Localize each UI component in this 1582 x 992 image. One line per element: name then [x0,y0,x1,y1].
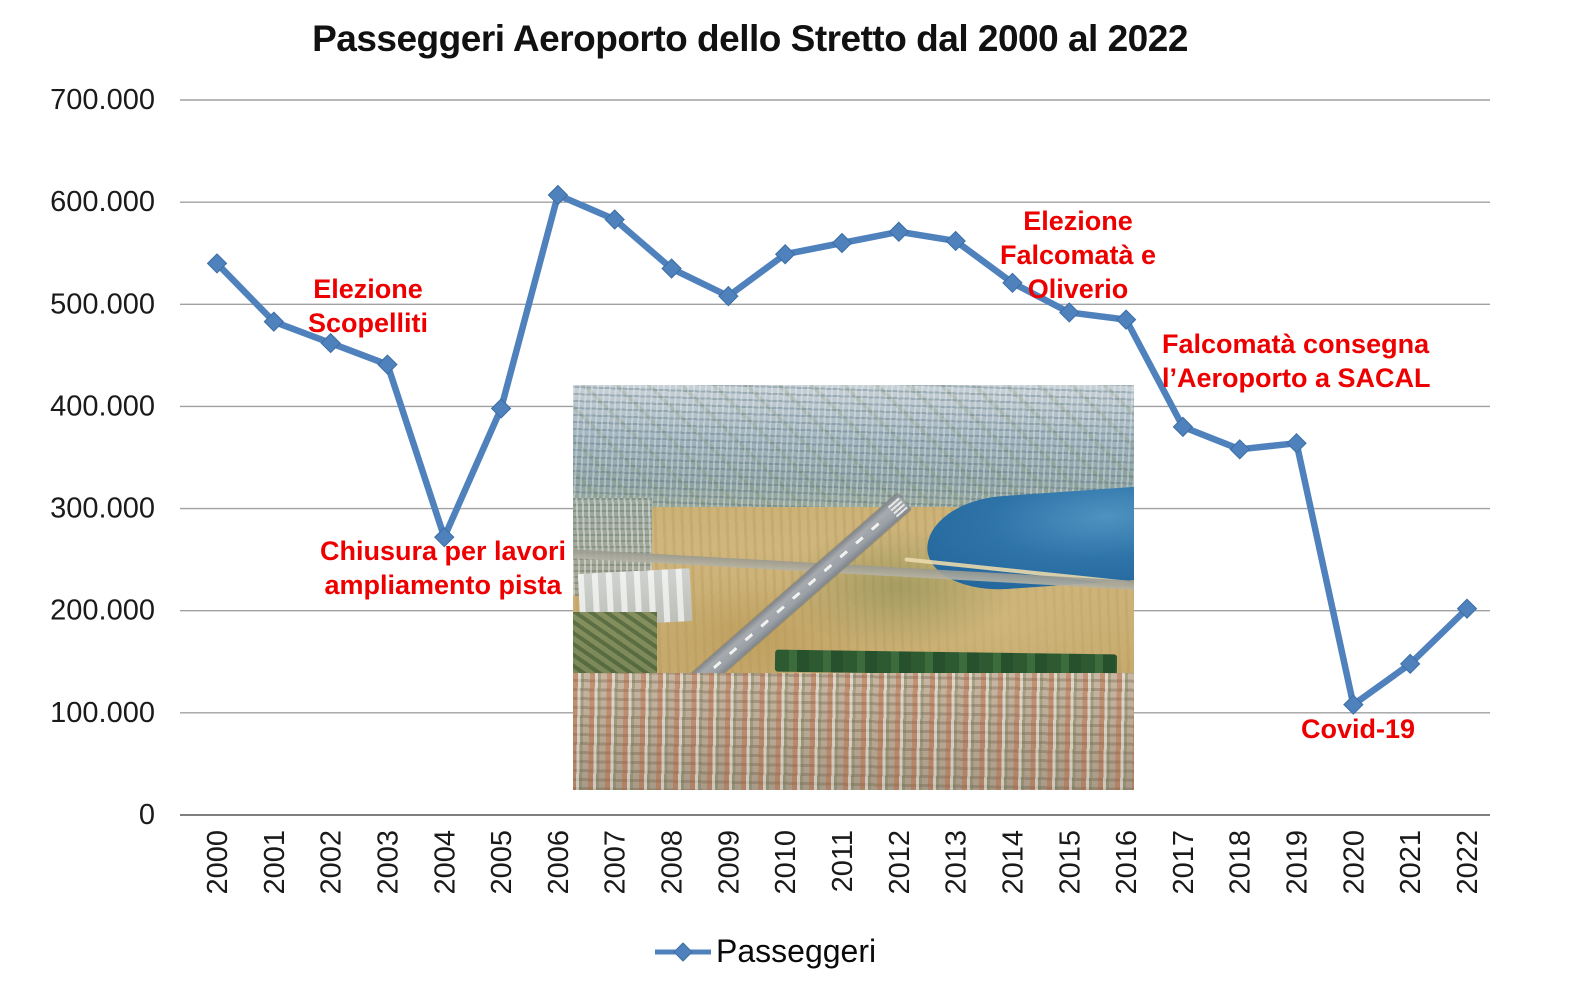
x-tick-label: 2021 [1395,830,1427,895]
annotation-line: ampliamento pista [324,570,562,600]
x-tick-label: 2018 [1225,830,1257,895]
annotation-line: l’Aeroporto a SACAL [1162,363,1431,393]
legend-line-diamond-icon [655,941,711,962]
y-axis-labels-group: 700.000 600.000 500.000 400.000 300.000 200.0… [50,84,155,831]
x-tick-label: 2016 [1111,830,1143,895]
y-tick-label: 0 [139,799,155,831]
annotation-elezione-scopelliti: Elezione Scopelliti [238,272,498,340]
x-tick-label: 2007 [600,830,632,895]
x-tick-label: 2011 [827,830,859,892]
data-point-2007 [604,209,625,230]
x-tick-label: 2010 [770,830,802,895]
photo-dense-city [573,672,1134,790]
x-tick-label: 2017 [1168,830,1200,895]
data-point-2020 [1343,694,1364,715]
data-point-2018 [1229,439,1250,460]
annotation-line: Scopelliti [307,308,429,338]
x-tick-label: 2001 [259,830,291,895]
annotation-line: Elezione [313,274,423,304]
data-point-2001 [263,311,285,332]
x-tick-label: 2015 [1054,830,1086,895]
data-point-2004 [434,526,455,548]
x-tick-label: 2009 [713,830,745,895]
annotation-line: Chiusura per lavori [319,536,567,566]
data-point-2021 [1399,653,1421,675]
annotation-chiusura-lavori: Chiusura per lavori ampliamento pista [293,534,593,602]
x-tick-label: 2019 [1282,830,1314,895]
data-point-2002 [320,332,341,354]
x-tick-label: 2005 [486,830,518,895]
data-point-2015 [1059,302,1080,323]
data-point-2000 [206,253,228,274]
series-group [206,184,1478,715]
y-tick-label: 200.000 [50,595,155,627]
x-tick-label: 2000 [202,830,234,895]
y-tick-label: 400.000 [50,390,155,422]
y-tick-label: 600.000 [50,186,155,218]
annotation-elezione-falcomata-oliverio: Elezione Falcomatà e Oliverio [958,204,1198,306]
data-point-2019 [1286,432,1307,454]
data-point-2012 [888,221,910,242]
annotation-falcomata-sacal: Falcomatà consegna l’Aeroporto a SACAL [1162,327,1492,395]
data-point-2022 [1456,598,1478,619]
x-tick-label: 2008 [657,830,689,895]
y-tick-label: 100.000 [50,697,155,729]
data-point-2014 [1002,272,1023,294]
data-point-2013 [945,230,966,252]
data-point-2017 [1172,416,1194,438]
photo-hillside-city [573,385,1134,507]
y-tick-label: 700.000 [50,84,155,116]
data-point-2003 [377,354,398,375]
annotation-line: Falcomatà consegna [1162,329,1430,359]
y-tick-label: 500.000 [50,288,155,320]
x-axis-labels-group: 2000 2001 2002 2003 2004 2005 2006 2007 2008 2009… [202,830,1484,895]
aerial-photo [573,385,1134,790]
data-point-2016 [1115,309,1137,330]
annotation-line: Elezione [1023,206,1133,236]
data-point-2006 [547,184,569,206]
legend: Passeggeri [652,933,876,970]
x-tick-label: 2014 [997,830,1029,895]
x-tick-label: 2002 [316,830,348,895]
legend-label: Passeggeri [716,933,877,969]
data-point-2009 [718,285,739,307]
legend-diamond [673,941,693,962]
x-tick-label: 2012 [884,830,916,895]
x-tick-label: 2020 [1338,830,1370,895]
x-tick-label: 2003 [372,830,404,895]
annotation-line: Falcomatà e [999,240,1157,270]
data-point-2011 [831,232,853,254]
x-tick-label: 2013 [941,830,973,895]
x-tick-label: 2006 [543,830,575,895]
y-tick-label: 300.000 [50,493,155,525]
data-point-2008 [661,258,682,279]
chart-title: Passeggeri Aeroporto dello Stretto dal 2… [312,18,1188,59]
x-tick-label: 2004 [429,830,461,895]
data-point-2005 [490,398,512,419]
annotation-line: Oliverio [1027,274,1129,304]
data-point-2010 [774,244,796,265]
x-tick-label: 2022 [1452,830,1484,895]
annotation-line: Covid-19 [1300,714,1416,744]
annotation-covid-19: Covid-19 [1278,712,1438,746]
